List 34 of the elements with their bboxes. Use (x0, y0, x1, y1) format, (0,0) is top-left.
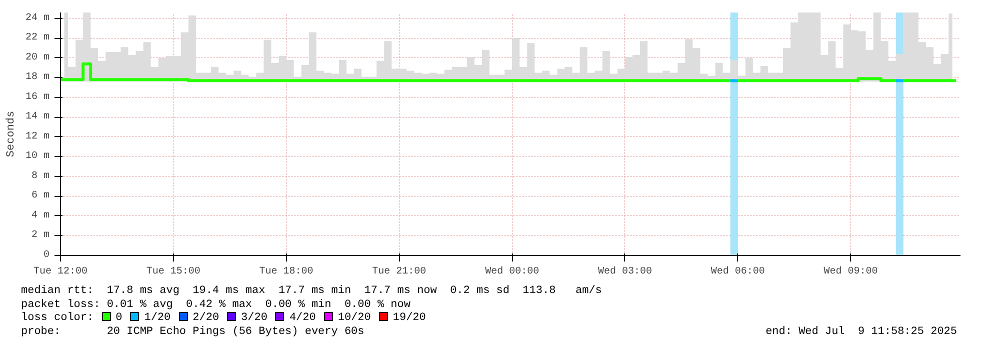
x-tick-label: Tue 12:00 (33, 266, 88, 278)
text: median rtt: 17.8 ms avg 19.4 ms max 17.7 ms min 17.7 ms now 0.2 ms sd 113.8 am/s (21, 285, 603, 298)
legend-label: 10/20 (338, 312, 371, 324)
y-tick-label: 10 m (25, 151, 50, 162)
legend-label: 19/20 (392, 312, 426, 324)
text: packet loss: 0.01 % avg 0.42 % max 0.00 % min 0.00 % now (21, 298, 412, 312)
legend-title: loss color: (21, 312, 94, 324)
y-tick-label: 20 m (25, 52, 50, 64)
x-tick-label: Wed 09:00 (824, 266, 878, 278)
x-tick-label: Tue 21:00 (372, 266, 426, 278)
x-tick-label: Tue 15:00 (146, 266, 200, 278)
x-tick-label: Tue 18:00 (259, 266, 314, 278)
y-tick-label: 6 m (31, 190, 50, 202)
legend-label: 1/20 (144, 312, 171, 324)
y-tick-label: 2 m (31, 230, 50, 242)
y-tick-label: 14 m (25, 112, 50, 123)
y-tick-label: 18 m (25, 72, 50, 84)
legend-label: 4/20 (289, 312, 316, 324)
y-tick-label: 22 m (25, 32, 50, 44)
legend-label: 0 (116, 312, 122, 324)
y-tick-label: 0 (44, 250, 50, 261)
y-tick-label: 24 m (25, 12, 50, 24)
x-tick-label: Wed 03:00 (598, 266, 652, 278)
y-tick-label: 12 m (25, 131, 50, 142)
y-axis-title: Seconds (5, 110, 18, 158)
legend-label: 3/20 (241, 312, 268, 324)
legend-label: 2/20 (192, 312, 220, 324)
x-tick-label: Wed 00:00 (485, 266, 540, 278)
y-tick-label: 8 m (31, 170, 50, 182)
x-tick-label: Wed 06:00 (710, 266, 765, 278)
y-tick-label: 4 m (31, 210, 50, 222)
y-tick-label: 16 m (25, 92, 50, 103)
text: probe: 20 ICMP Echo Pings (56 Bytes) every 60s (21, 326, 364, 339)
text: end: Wed Jul 9 11:58:25 2025 (766, 326, 957, 339)
